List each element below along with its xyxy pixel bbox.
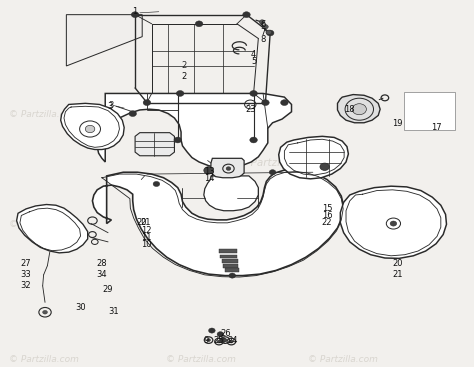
Text: 29: 29: [103, 285, 113, 294]
Text: 33: 33: [21, 270, 31, 279]
Circle shape: [217, 332, 224, 337]
Text: 34: 34: [97, 270, 107, 279]
Circle shape: [226, 167, 231, 170]
Text: 32: 32: [21, 281, 31, 290]
Text: © Partzilla.com: © Partzilla.com: [9, 220, 79, 229]
Text: 22: 22: [322, 218, 332, 227]
Text: 24: 24: [227, 336, 237, 345]
Text: 23: 23: [245, 105, 255, 114]
Text: 26: 26: [220, 329, 231, 338]
Text: 16: 16: [322, 211, 332, 220]
Polygon shape: [225, 268, 239, 272]
Circle shape: [143, 100, 151, 106]
Text: 6: 6: [260, 21, 266, 29]
Text: 11: 11: [141, 233, 151, 242]
Circle shape: [209, 328, 215, 333]
Text: 14: 14: [204, 174, 215, 184]
Text: 21: 21: [141, 218, 151, 227]
Circle shape: [266, 30, 274, 36]
Polygon shape: [340, 186, 447, 258]
Text: 15: 15: [322, 204, 332, 212]
Polygon shape: [337, 95, 380, 123]
Text: 20: 20: [136, 218, 146, 227]
Circle shape: [174, 137, 182, 143]
Circle shape: [390, 221, 397, 226]
Text: 2: 2: [181, 61, 187, 70]
Circle shape: [131, 12, 139, 18]
Text: 5: 5: [251, 57, 256, 66]
Polygon shape: [404, 92, 455, 130]
Text: 7: 7: [260, 28, 266, 37]
Polygon shape: [204, 176, 258, 211]
Text: © Partzilla.com: © Partzilla.com: [9, 356, 79, 364]
Circle shape: [223, 339, 227, 342]
Text: 12: 12: [141, 226, 151, 235]
Polygon shape: [219, 249, 237, 253]
Text: 28: 28: [97, 259, 107, 268]
Circle shape: [259, 20, 265, 24]
Text: 10: 10: [141, 240, 151, 249]
Text: © Partzilla.com: © Partzilla.com: [308, 356, 378, 364]
Text: 1: 1: [132, 7, 138, 16]
Text: 2: 2: [181, 72, 187, 81]
Circle shape: [43, 310, 47, 314]
Circle shape: [250, 91, 257, 97]
Text: © Partzilla.com: © Partzilla.com: [166, 110, 236, 119]
Text: 25: 25: [214, 336, 224, 345]
Text: 4: 4: [251, 50, 256, 59]
Circle shape: [176, 91, 184, 97]
Circle shape: [281, 100, 288, 106]
Circle shape: [352, 104, 366, 115]
Text: 21: 21: [392, 270, 402, 279]
Circle shape: [85, 126, 95, 132]
Circle shape: [129, 111, 137, 117]
Circle shape: [250, 137, 257, 143]
Polygon shape: [92, 169, 344, 276]
Text: 31: 31: [109, 307, 119, 316]
Circle shape: [262, 100, 269, 106]
Circle shape: [153, 181, 160, 186]
Polygon shape: [17, 204, 88, 253]
Polygon shape: [211, 158, 244, 178]
Circle shape: [229, 273, 236, 278]
Text: 30: 30: [75, 304, 86, 312]
Circle shape: [263, 25, 268, 29]
Text: © Partzilla.com: © Partzilla.com: [166, 220, 236, 229]
Polygon shape: [66, 15, 142, 66]
Polygon shape: [220, 255, 237, 258]
Text: © Partzilla.com: © Partzilla.com: [237, 157, 318, 168]
Polygon shape: [135, 132, 174, 156]
Polygon shape: [61, 103, 124, 149]
Circle shape: [195, 21, 203, 27]
Text: 8: 8: [260, 35, 266, 44]
Text: © Partzilla.com: © Partzilla.com: [166, 356, 236, 364]
Circle shape: [217, 340, 221, 343]
Text: 3: 3: [108, 102, 113, 111]
Circle shape: [266, 30, 272, 34]
Text: 17: 17: [431, 123, 441, 132]
Polygon shape: [222, 259, 238, 263]
Polygon shape: [223, 264, 238, 268]
Polygon shape: [97, 94, 292, 168]
Text: 18: 18: [345, 105, 355, 114]
Text: © Partzilla.com: © Partzilla.com: [9, 110, 79, 119]
Circle shape: [207, 339, 210, 342]
Text: 27: 27: [21, 259, 31, 268]
Text: 13: 13: [204, 167, 215, 176]
Circle shape: [219, 338, 226, 343]
Text: 20: 20: [392, 259, 402, 268]
Circle shape: [269, 170, 276, 175]
Circle shape: [229, 340, 233, 343]
Text: 19: 19: [392, 119, 402, 128]
Text: © Partzilla.com: © Partzilla.com: [308, 220, 378, 229]
Text: 3: 3: [109, 101, 114, 110]
Polygon shape: [279, 136, 348, 179]
Circle shape: [320, 163, 329, 170]
Circle shape: [243, 12, 250, 18]
Circle shape: [204, 167, 213, 174]
Text: 9: 9: [203, 335, 209, 345]
